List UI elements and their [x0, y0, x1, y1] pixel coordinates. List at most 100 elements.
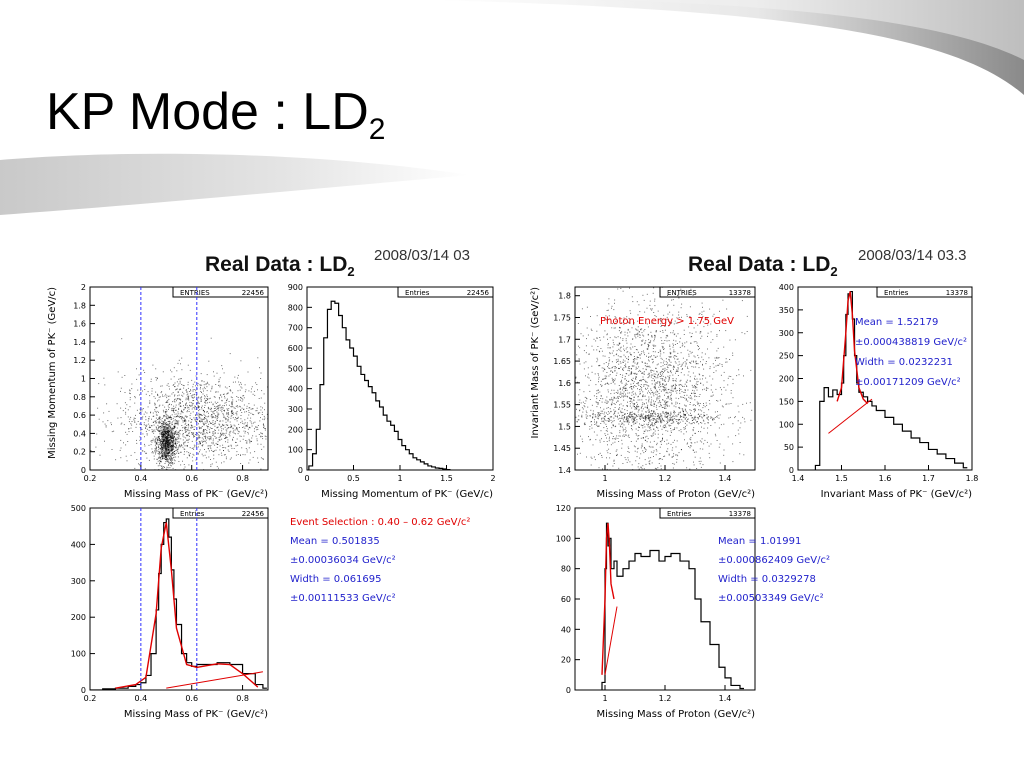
p3-point	[652, 434, 654, 436]
p3-point	[635, 434, 637, 436]
p1-point	[210, 447, 212, 449]
p3-point	[654, 433, 656, 435]
p3-point	[638, 384, 640, 386]
p1-point	[161, 480, 162, 481]
p1-point	[180, 413, 182, 415]
p1-point	[240, 383, 242, 385]
p3-point	[670, 425, 672, 427]
p1-point	[159, 452, 161, 454]
p3-point	[659, 471, 660, 472]
p3-point	[655, 367, 657, 369]
p1-point	[167, 443, 168, 445]
p3-point	[667, 313, 669, 315]
p3-point	[642, 294, 644, 296]
p3-point	[730, 376, 732, 377]
p3-point	[670, 395, 672, 397]
p1-point	[167, 432, 169, 434]
p1-point	[200, 471, 201, 472]
p1-point	[192, 383, 194, 385]
p3-point	[631, 425, 633, 427]
p1-point	[165, 438, 167, 440]
p3-point	[712, 486, 713, 487]
p1-point	[162, 453, 164, 455]
p1-point	[156, 443, 158, 445]
p1-point	[204, 415, 206, 416]
p1-point	[240, 463, 242, 464]
p3-point	[656, 394, 658, 396]
p3-point	[624, 457, 626, 459]
p1-point	[152, 415, 154, 417]
p1-point	[176, 438, 178, 440]
p1-point	[253, 390, 255, 392]
p3-point	[678, 452, 680, 454]
p1-point	[223, 415, 225, 417]
p3-point	[644, 426, 646, 428]
p1-point	[161, 452, 163, 454]
p3-point	[643, 385, 645, 387]
p3-point	[622, 368, 624, 370]
p1-point	[242, 395, 244, 397]
p3-point	[594, 419, 595, 421]
p3-point	[569, 323, 570, 324]
p1-point	[192, 411, 194, 413]
p1-point	[241, 447, 243, 449]
p1-point	[170, 460, 172, 461]
p1-point	[191, 419, 192, 420]
p1-point	[171, 447, 173, 449]
p1-point	[170, 369, 171, 371]
p3-point	[726, 361, 728, 363]
p1-point	[228, 408, 230, 410]
p3-point	[678, 422, 680, 424]
p3-point	[583, 350, 585, 352]
p1-point	[179, 380, 181, 382]
p1-point	[175, 443, 177, 445]
p1-point	[219, 420, 221, 422]
p3-point	[608, 315, 610, 317]
p3-point	[616, 479, 617, 480]
p3-point	[651, 383, 653, 385]
p1-point	[169, 395, 171, 397]
p1-point	[204, 396, 206, 398]
p1-point	[177, 385, 179, 387]
p1-point	[177, 480, 178, 481]
p3-point	[737, 429, 739, 431]
p3-point	[652, 344, 654, 346]
p3-point	[615, 415, 617, 417]
p3-point	[661, 343, 663, 344]
p1-point	[177, 362, 179, 364]
p1-point	[165, 435, 167, 437]
p3-point	[696, 342, 698, 344]
p1-point	[260, 417, 261, 419]
p1-point	[163, 415, 165, 417]
p3-point	[681, 396, 683, 398]
p1-point	[187, 435, 189, 437]
p1-point	[170, 435, 172, 437]
p3-point	[631, 394, 633, 396]
p1-point	[240, 415, 242, 416]
p3-point	[676, 343, 678, 344]
p1-point	[215, 461, 217, 463]
p3-point	[690, 336, 692, 338]
p3-point	[699, 448, 701, 450]
p3-point	[679, 337, 681, 339]
p1-point	[208, 384, 210, 386]
p3-point	[652, 415, 654, 417]
p3-point	[690, 445, 692, 447]
p3-point	[662, 346, 664, 348]
p1-point	[170, 439, 172, 441]
p3-point	[611, 416, 613, 418]
p3-point	[698, 396, 700, 397]
p3-point	[656, 415, 658, 417]
p3-point	[593, 414, 595, 416]
p3-point	[601, 384, 603, 386]
p3-point	[672, 332, 674, 334]
p3-point	[670, 443, 672, 445]
p1-point	[173, 432, 175, 434]
p1-point	[229, 389, 231, 391]
p1-point	[232, 436, 234, 438]
p1-stats-label: ENTRIES	[180, 289, 210, 297]
p3-point	[698, 423, 700, 425]
p3-point	[632, 377, 634, 379]
p3-point	[632, 365, 634, 367]
p1-point	[150, 440, 152, 442]
